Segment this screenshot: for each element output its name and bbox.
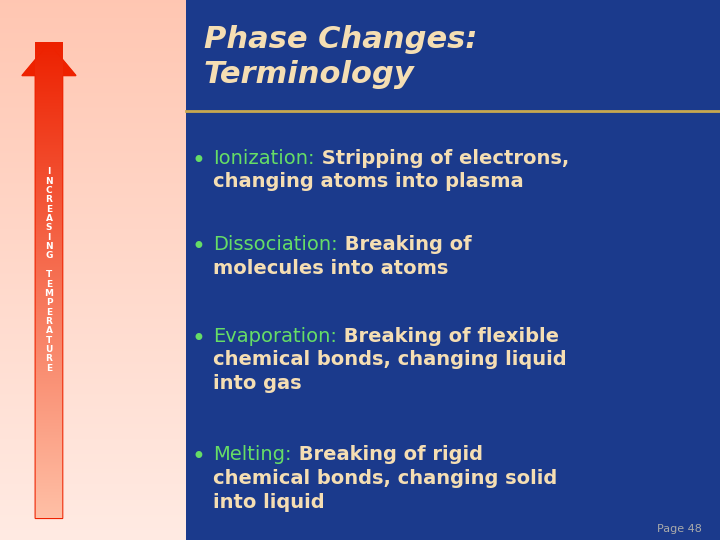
- Text: Evaporation:: Evaporation:: [213, 327, 337, 346]
- Text: molecules into atoms: molecules into atoms: [213, 259, 449, 278]
- Text: •: •: [192, 235, 206, 259]
- Text: Phase Changes:
Terminology: Phase Changes: Terminology: [204, 25, 477, 89]
- Text: Melting:: Melting:: [213, 446, 292, 464]
- Text: Breaking of flexible: Breaking of flexible: [337, 327, 559, 346]
- Text: Page 48: Page 48: [657, 523, 702, 534]
- Text: Breaking of rigid: Breaking of rigid: [292, 446, 482, 464]
- Text: •: •: [192, 446, 206, 469]
- Text: chemical bonds, changing solid
into liquid: chemical bonds, changing solid into liqu…: [213, 469, 557, 512]
- Text: I
N
C
R
E
A
S
I
N
G
 
T
E
M
P
E
R
A
T
U
R
E: I N C R E A S I N G T E M P E R A T U R …: [45, 167, 53, 373]
- Text: •: •: [192, 327, 206, 350]
- Text: Breaking of: Breaking of: [338, 235, 472, 254]
- Text: changing atoms into plasma: changing atoms into plasma: [213, 172, 523, 191]
- Text: chemical bonds, changing liquid
into gas: chemical bonds, changing liquid into gas: [213, 350, 567, 393]
- Text: Stripping of electrons,: Stripping of electrons,: [315, 148, 569, 167]
- Text: Dissociation:: Dissociation:: [213, 235, 338, 254]
- Text: Ionization:: Ionization:: [213, 148, 315, 167]
- FancyArrow shape: [22, 43, 76, 518]
- Text: •: •: [192, 148, 206, 172]
